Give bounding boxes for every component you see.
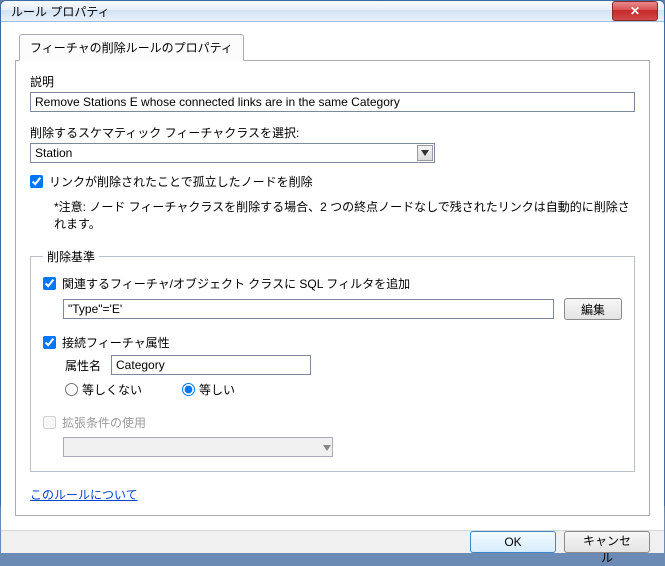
extended-row: 拡張条件の使用 — [43, 414, 622, 431]
filter-input[interactable] — [63, 299, 554, 319]
connected-attr-row: 接続フィーチャ属性 — [43, 334, 622, 351]
sql-filter-row: 関連するフィーチャ/オブジェクト クラスに SQL フィルタを追加 — [43, 275, 622, 292]
connected-attr-checkbox[interactable] — [43, 336, 56, 349]
delete-orphan-row: リンクが削除されたことで孤立したノードを削除 — [30, 173, 635, 190]
window-title: ルール プロパティ — [11, 3, 612, 20]
ok-button[interactable]: OK — [470, 531, 556, 553]
edit-button[interactable]: 編集 — [564, 298, 622, 320]
help-link[interactable]: このルールについて — [30, 486, 138, 503]
equal-radio[interactable] — [182, 383, 195, 396]
filter-row: 編集 — [63, 298, 622, 320]
client-area: フィーチャの削除ルールのプロパティ 説明 削除するスケマティック フィーチャクラ… — [1, 22, 664, 530]
featureclass-label: 削除するスケマティック フィーチャクラスを選択: — [30, 124, 635, 141]
not-equal-radio[interactable] — [65, 383, 78, 396]
chevron-down-icon — [417, 145, 433, 161]
tabstrip: フィーチャの削除ルールのプロパティ — [15, 34, 650, 61]
sql-filter-label: 関連するフィーチャ/オブジェクト クラスに SQL フィルタを追加 — [62, 275, 410, 292]
note-text: *注意: ノード フィーチャクラスを削除する場合、2 つの終点ノードなしで残され… — [54, 198, 635, 232]
equality-radio-row: 等しくない 等しい — [65, 381, 622, 398]
extended-checkbox — [43, 416, 56, 429]
not-equal-option[interactable]: 等しくない — [65, 381, 142, 398]
not-equal-label: 等しくない — [82, 381, 142, 398]
description-label: 説明 — [30, 73, 635, 90]
tab-properties[interactable]: フィーチャの削除ルールのプロパティ — [19, 34, 244, 61]
description-input[interactable] — [30, 92, 635, 112]
dialog-window: ルール プロパティ ✕ フィーチャの削除ルールのプロパティ 説明 削除するスケマ… — [0, 0, 665, 506]
extended-select — [63, 437, 333, 457]
equal-label: 等しい — [199, 381, 235, 398]
titlebar[interactable]: ルール プロパティ ✕ — [1, 1, 664, 22]
close-button[interactable]: ✕ — [612, 1, 658, 21]
connected-attr-label: 接続フィーチャ属性 — [62, 334, 170, 351]
extended-label: 拡張条件の使用 — [62, 414, 146, 431]
button-bar: OK キャンセル — [1, 530, 664, 553]
delete-orphan-label: リンクが削除されたことで孤立したノードを削除 — [49, 173, 313, 190]
equal-option[interactable]: 等しい — [182, 381, 235, 398]
attr-name-input[interactable] — [111, 355, 311, 375]
criteria-fieldset: 削除基準 関連するフィーチャ/オブジェクト クラスに SQL フィルタを追加 編… — [30, 248, 635, 472]
close-icon: ✕ — [630, 4, 640, 18]
sql-filter-checkbox[interactable] — [43, 277, 56, 290]
attr-name-row: 属性名 — [65, 355, 622, 375]
delete-orphan-checkbox[interactable] — [30, 175, 43, 188]
attr-name-label: 属性名 — [65, 357, 101, 374]
featureclass-value: Station — [35, 146, 72, 160]
criteria-legend: 削除基準 — [43, 248, 99, 265]
tab-panel: 説明 削除するスケマティック フィーチャクラスを選択: Station リンクが… — [15, 60, 650, 516]
featureclass-select[interactable]: Station — [30, 143, 435, 163]
cancel-button[interactable]: キャンセル — [564, 531, 650, 553]
chevron-down-icon — [323, 440, 331, 454]
